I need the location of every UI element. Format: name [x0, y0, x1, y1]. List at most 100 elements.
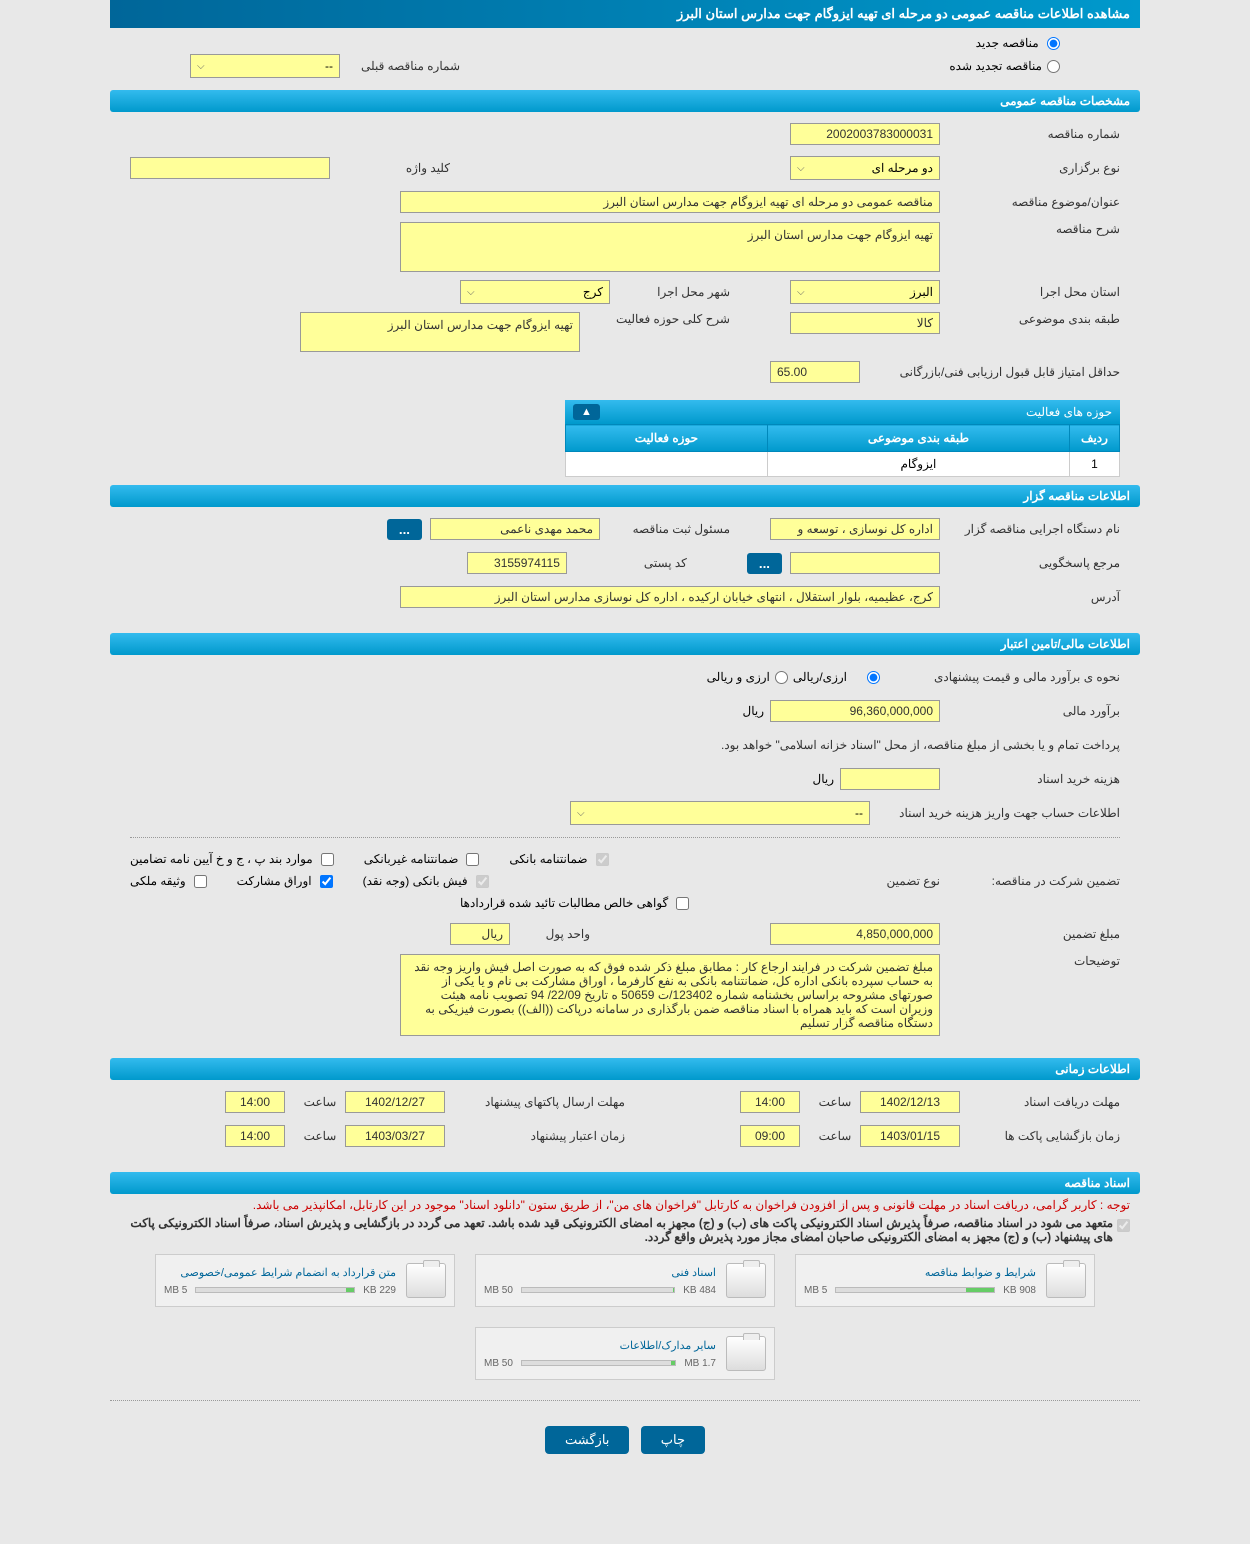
address-field: کرج، عظیمیه، بلوار استقلال ، انتهای خیاب… — [400, 586, 940, 608]
prev-number-dropdown[interactable]: --⌵ — [190, 54, 340, 78]
desc-label: شرح مناقصه — [940, 222, 1120, 236]
amount-unit-field: ریال — [450, 923, 510, 945]
amount-field: 4,850,000,000 — [770, 923, 940, 945]
desc-field: تهیه ایزوگام جهت مدارس استان البرز — [400, 222, 940, 272]
keyword-label: کلید واژه — [330, 161, 450, 175]
document-item[interactable]: متن قرارداد به انضمام شرایط عمومی/خصوصی … — [155, 1254, 455, 1307]
check-non-bank[interactable] — [466, 853, 479, 866]
receive-date: 1402/12/13 — [860, 1091, 960, 1113]
type-label: نوع برگزاری — [940, 161, 1120, 175]
account-label: اطلاعات حساب جهت واریز هزینه خرید اسناد — [870, 806, 1120, 820]
check-property-label: وثیقه ملکی — [130, 874, 186, 888]
document-item[interactable]: سایر مدارک/اطلاعات 1.7 MB 50 MB — [475, 1327, 775, 1380]
check-participation[interactable] — [320, 875, 333, 888]
document-item[interactable]: شرایط و ضوابط مناقصه 908 KB 5 MB — [795, 1254, 1095, 1307]
print-button[interactable]: چاپ — [641, 1426, 705, 1454]
check-participation-label: اوراق مشارکت — [237, 874, 312, 888]
category-label: طبقه بندی موضوعی — [940, 312, 1120, 326]
page-title: مشاهده اطلاعات مناقصه عمومی دو مرحله ای … — [110, 0, 1140, 28]
check-property[interactable] — [194, 875, 207, 888]
rial-label: ارزی/ریالی — [793, 670, 847, 684]
send-date: 1402/12/27 — [345, 1091, 445, 1113]
check-receipt[interactable] — [476, 875, 489, 888]
section-organizer: اطلاعات مناقصه گزار — [110, 485, 1140, 507]
chevron-down-icon: ⌵ — [467, 287, 475, 298]
section-financial: اطلاعات مالی/تامین اعتبار — [110, 633, 1140, 655]
doc-cost-unit: ریال — [812, 772, 834, 786]
notes-label: توضیحات — [940, 954, 1120, 968]
category-field: کالا — [790, 312, 940, 334]
folder-icon — [726, 1263, 766, 1298]
document-item[interactable]: اسناد فنی 484 KB 50 MB — [475, 1254, 775, 1307]
activity-desc-field: تهیه ایزوگام جهت مدارس استان البرز — [300, 312, 580, 352]
doc-title: اسناد فنی — [484, 1266, 716, 1279]
title-label: عنوان/موضوع مناقصه — [940, 195, 1120, 209]
doc-size: 229 KB — [363, 1285, 396, 1296]
officer-label: مسئول ثبت مناقصه — [600, 522, 730, 536]
renewed-tender-radio[interactable] — [1047, 60, 1060, 73]
receive-time: 14:00 — [740, 1091, 800, 1113]
ref-more-button[interactable]: ... — [747, 553, 782, 574]
new-tender-radio[interactable] — [1047, 37, 1060, 50]
type-dropdown[interactable]: دو مرحله ای⌵ — [790, 156, 940, 180]
address-label: آدرس — [940, 590, 1120, 604]
dept-field: اداره کل نوسازی ، توسعه و — [770, 518, 940, 540]
new-tender-label: مناقصه جدید — [976, 36, 1039, 50]
doc-max: 50 MB — [484, 1285, 513, 1296]
currency-radio[interactable] — [775, 671, 788, 684]
city-label: شهر محل اجرا — [610, 285, 730, 299]
prev-number-label: شماره مناقصه قبلی — [340, 59, 460, 73]
rial-radio[interactable] — [867, 671, 880, 684]
chevron-down-icon: ⌵ — [797, 287, 805, 298]
progress-bar — [521, 1360, 676, 1366]
document-grid: شرایط و ضوابط مناقصه 908 KB 5 MB اسناد ف… — [110, 1244, 1140, 1390]
open-time-label: ساعت — [800, 1129, 860, 1143]
progress-bar — [521, 1287, 675, 1293]
doc-note-red: توجه : کاربر گرامی، دریافت اسناد در مهلت… — [110, 1194, 1140, 1216]
section-documents: اسناد مناقصه — [110, 1172, 1140, 1194]
doc-title: شرایط و ضوابط مناقصه — [804, 1266, 1036, 1279]
validity-date: 1403/03/27 — [345, 1125, 445, 1147]
folder-icon — [1046, 1263, 1086, 1298]
estimate-field: 96,360,000,000 — [770, 700, 940, 722]
back-button[interactable]: بازگشت — [545, 1426, 629, 1454]
check-regulation[interactable] — [321, 853, 334, 866]
check-contracts-label: گواهی خالص مطالبات تائید شده قراردادها — [460, 896, 668, 910]
min-score-label: حداقل امتیاز قابل قبول ارزیابی فنی/بازرگ… — [860, 365, 1120, 379]
city-dropdown[interactable]: کرج⌵ — [460, 280, 610, 304]
account-dropdown[interactable]: --⌵ — [570, 801, 870, 825]
col-category: طبقه بندی موضوعی — [767, 425, 1069, 452]
doc-note-bold: متعهد می شود در اسناد مناقصه، صرفاً پذیر… — [110, 1216, 1113, 1244]
check-bank-guarantee[interactable] — [596, 853, 609, 866]
progress-bar — [195, 1287, 355, 1293]
keyword-field[interactable] — [130, 157, 330, 179]
method-label: نحوه ی برآورد مالی و قیمت پیشنهادی — [880, 670, 1120, 684]
doc-cost-field — [840, 768, 940, 790]
validity-label: زمان اعتبار پیشنهاد — [445, 1129, 625, 1143]
folder-icon — [406, 1263, 446, 1298]
officer-more-button[interactable]: ... — [387, 519, 422, 540]
validity-time: 14:00 — [225, 1125, 285, 1147]
number-field: 2002003783000031 — [790, 123, 940, 145]
renewed-tender-label: مناقصه تجدید شده — [949, 59, 1042, 73]
doc-max: 5 MB — [164, 1285, 187, 1296]
commitment-checkbox[interactable] — [1117, 1219, 1130, 1232]
province-dropdown[interactable]: البرز⌵ — [790, 280, 940, 304]
currency-label: ارزی و ریالی — [707, 670, 770, 684]
tender-mode-radio: مناقصه جدید مناقصه تجدید شده شماره مناقص… — [110, 28, 1140, 82]
progress-bar — [835, 1287, 995, 1293]
postal-label: کد پستی — [567, 556, 687, 570]
send-time-label: ساعت — [285, 1095, 345, 1109]
check-non-bank-label: ضمانتنامه غیربانکی — [364, 852, 459, 866]
col-row: ردیف — [1070, 425, 1120, 452]
amount-unit-label: واحد پول — [510, 927, 590, 941]
doc-cost-label: هزینه خرید اسناد — [940, 772, 1120, 786]
activity-panel-header: حوزه های فعالیت ▲ — [565, 400, 1120, 424]
open-label: زمان بازگشایی پاکت ها — [960, 1129, 1120, 1143]
doc-size: 908 KB — [1003, 1285, 1036, 1296]
check-contracts[interactable] — [676, 897, 689, 910]
doc-size: 1.7 MB — [684, 1358, 716, 1369]
collapse-icon[interactable]: ▲ — [573, 404, 600, 420]
activity-table: ردیف طبقه بندی موضوعی حوزه فعالیت 1 ایزو… — [565, 424, 1120, 477]
doc-max: 50 MB — [484, 1358, 513, 1369]
